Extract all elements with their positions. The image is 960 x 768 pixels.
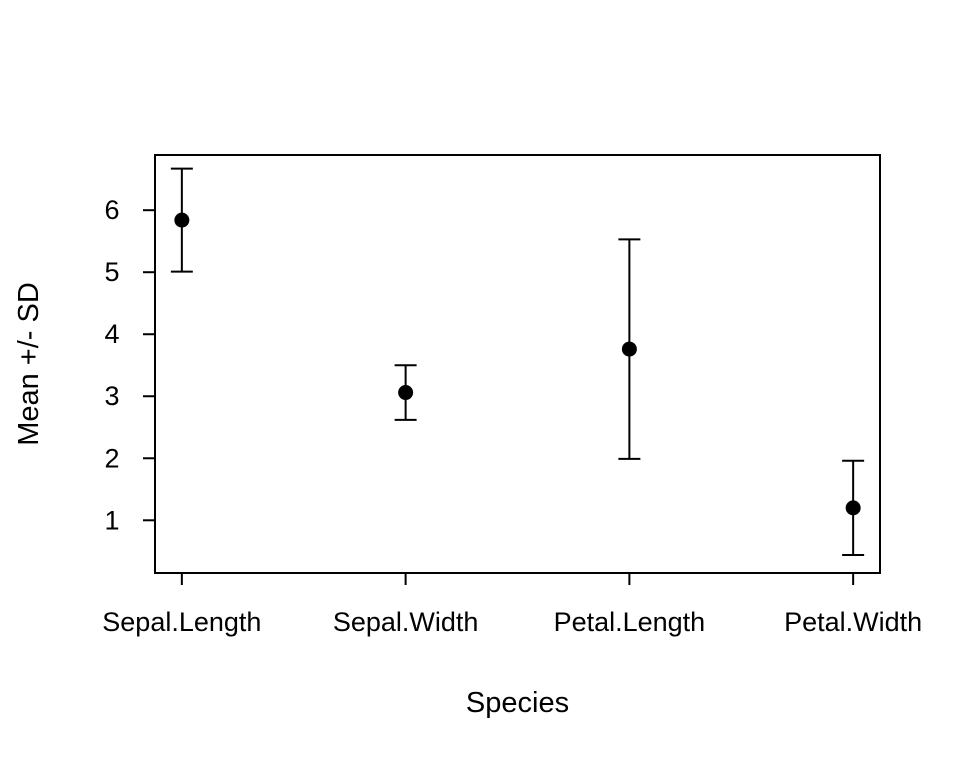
y-tick-label: 4 [104,319,119,349]
y-tick-label: 6 [104,195,119,225]
x-tick-label: Petal.Length [554,607,706,637]
x-tick-label: Sepal.Width [333,607,479,637]
y-tick-label: 2 [104,443,119,473]
x-tick-label: Sepal.Length [102,607,261,637]
x-tick-label: Petal.Width [784,607,922,637]
y-tick-label: 5 [104,257,119,287]
x-axis-title: Species [466,687,569,719]
y-tick-label: 1 [104,505,119,535]
mean-point [398,385,414,401]
y-tick-label: 3 [104,381,119,411]
mean-point [621,341,637,357]
y-axis-title: Mean +/- SD [13,282,45,446]
plot-box [154,154,881,574]
mean-point [845,500,861,516]
mean-point [174,212,190,228]
